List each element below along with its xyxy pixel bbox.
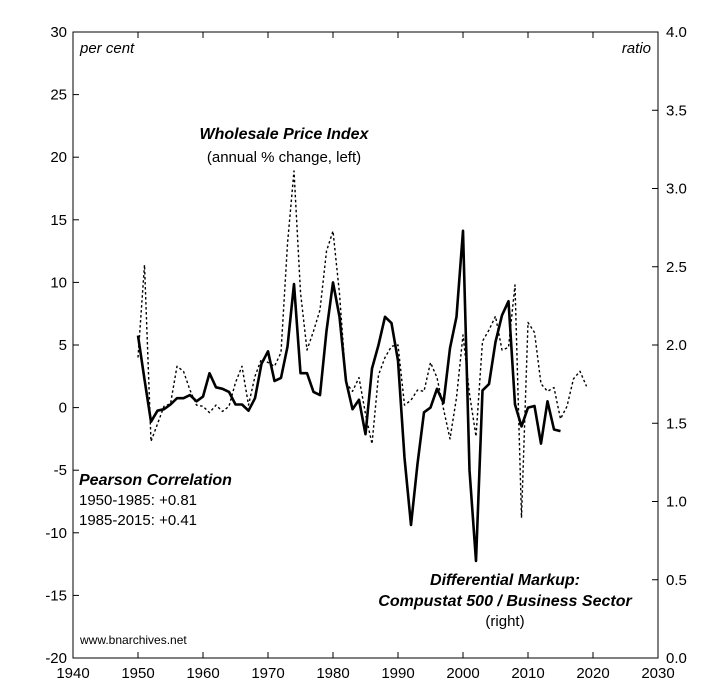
x-tick-label: 1970 xyxy=(251,665,284,682)
markup-series-title: Differential Markup: xyxy=(430,572,580,589)
y-right-tick-label: 1.0 xyxy=(666,494,687,511)
x-tick-label: 1940 xyxy=(56,665,89,682)
axis-tick-labels: 1940 1950 1960 1970 1980 1990 2000 2010 2020 2030… xyxy=(45,24,687,682)
y-right-tick-label: 3.0 xyxy=(666,181,687,198)
axis-ticks xyxy=(72,31,659,659)
x-tick-label: 1980 xyxy=(316,665,349,682)
y-left-tick-label: 15 xyxy=(50,212,67,229)
y-left-tick-label: 30 xyxy=(50,24,67,41)
correlation-title: Pearson Correlation xyxy=(79,472,232,489)
wpi-series-line xyxy=(137,170,588,519)
y-right-tick-label: 1.5 xyxy=(666,415,687,432)
markup-series-line xyxy=(136,229,561,563)
y-right-tick-label: 0.5 xyxy=(666,572,687,589)
series-layer xyxy=(136,170,588,563)
y-right-tick-label: 3.5 xyxy=(666,102,687,119)
y-left-tick-label: 10 xyxy=(50,274,67,291)
y-left-tick-label: -15 xyxy=(45,587,67,604)
x-tick-label: 2030 xyxy=(641,665,674,682)
x-tick-label: 1960 xyxy=(186,665,219,682)
y-right-tick-label: 2.5 xyxy=(666,259,687,276)
y-left-tick-label: 0 xyxy=(59,400,67,417)
y-left-tick-label: 5 xyxy=(59,337,67,354)
y-left-tick-label: -5 xyxy=(54,462,67,479)
x-tick-label: 1990 xyxy=(381,665,414,682)
x-tick-label: 2020 xyxy=(576,665,609,682)
x-tick-label: 1950 xyxy=(121,665,154,682)
x-tick-label: 2010 xyxy=(511,665,544,682)
markup-series-title-line2: Compustat 500 / Business Sector xyxy=(378,593,632,610)
wpi-series-title: Wholesale Price Index xyxy=(200,126,370,143)
y-left-tick-label: -10 xyxy=(45,525,67,542)
correlation-line-1: 1950-1985: +0.81 xyxy=(79,492,197,509)
y-right-tick-label: 4.0 xyxy=(666,24,687,41)
y-right-tick-label: 2.0 xyxy=(666,337,687,354)
right-axis-unit-label: ratio xyxy=(622,40,651,57)
y-left-tick-label: 25 xyxy=(50,87,67,104)
y-right-tick-label: 0.0 xyxy=(666,650,687,667)
correlation-line-2: 1985-2015: +0.41 xyxy=(79,512,197,529)
markup-series-subtitle: (right) xyxy=(485,613,524,630)
source-credit: www.bnarchives.net xyxy=(79,633,187,647)
x-tick-label: 2000 xyxy=(446,665,479,682)
wpi-series-subtitle: (annual % change, left) xyxy=(207,149,361,166)
y-left-tick-label: -20 xyxy=(45,650,67,667)
left-axis-unit-label: per cent xyxy=(79,40,135,57)
y-left-tick-label: 20 xyxy=(50,149,67,166)
